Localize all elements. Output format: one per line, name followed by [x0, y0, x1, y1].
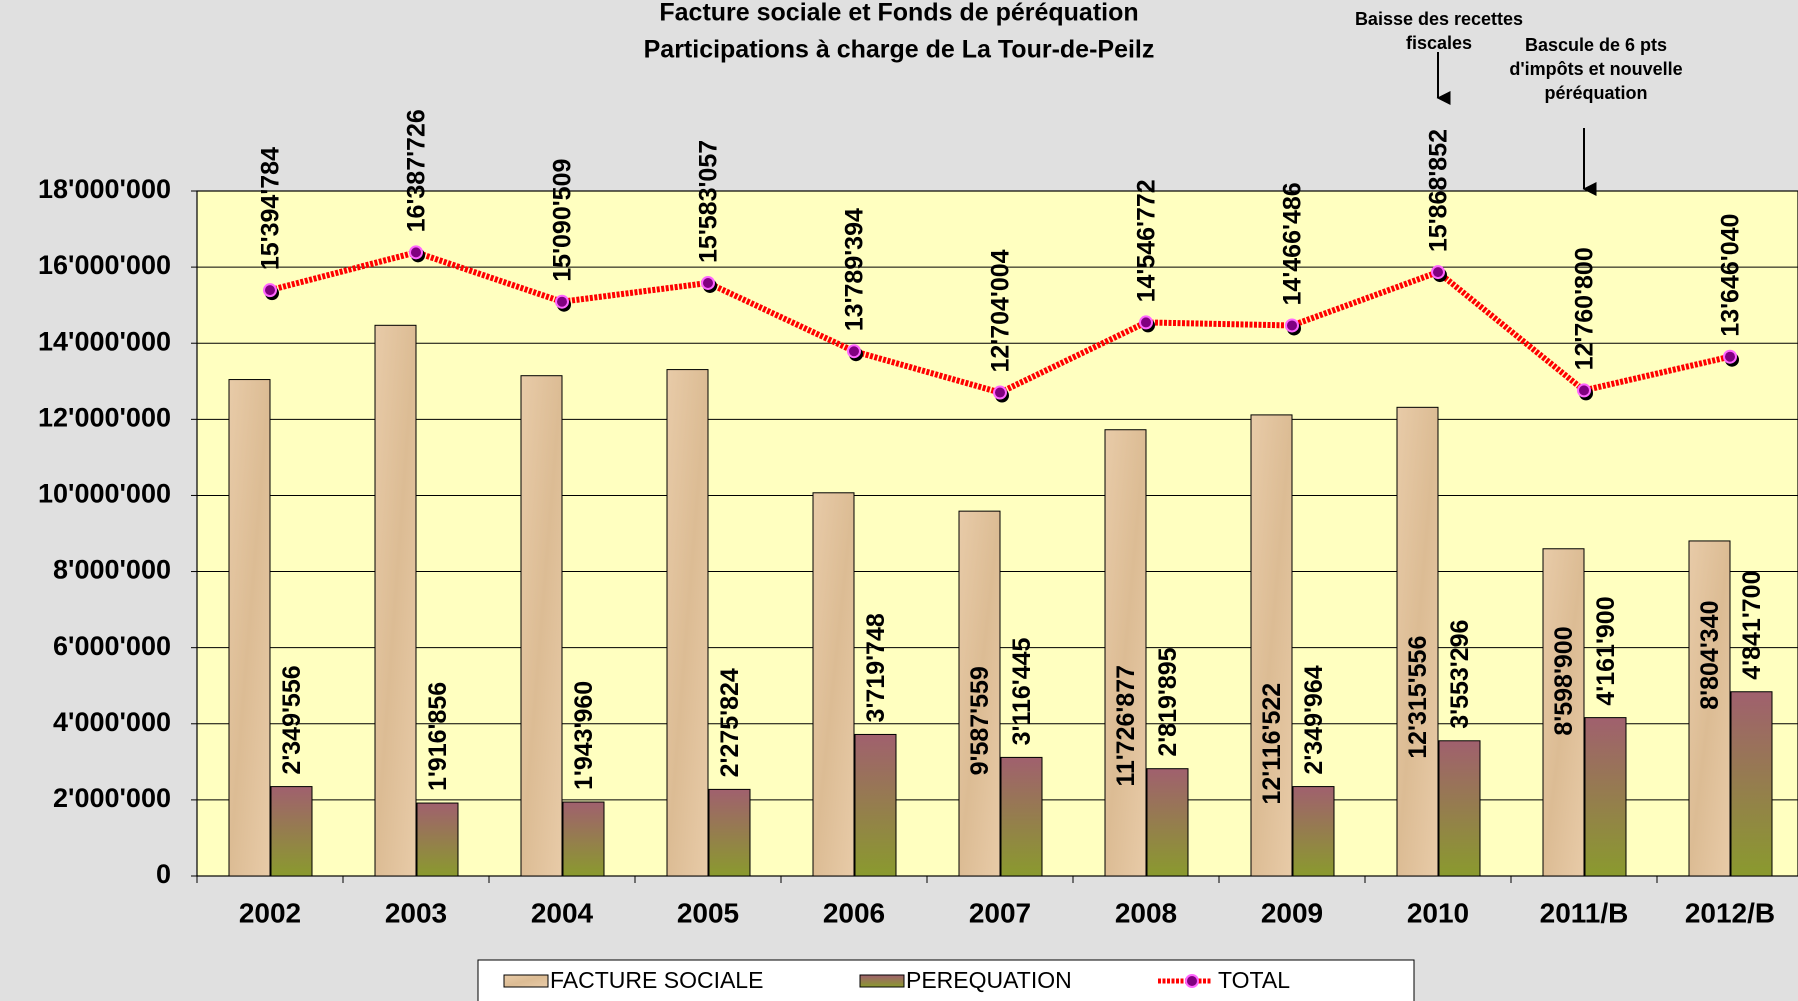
legend-label: TOTAL — [1218, 967, 1290, 993]
annotation: Bascule de 6 pts — [1525, 35, 1667, 55]
bar — [374, 324, 417, 877]
bar — [1688, 540, 1731, 877]
legend-marker — [1185, 974, 1199, 988]
line-value-label: 15'394'784 — [257, 147, 285, 270]
bar-value-label: 12'116'522 — [1258, 683, 1286, 805]
y-tick-label: 12'000'000 — [38, 402, 171, 432]
bar — [1000, 756, 1043, 877]
line-marker — [263, 283, 277, 298]
line-value-label: 14'546'772 — [1133, 179, 1161, 302]
line-marker — [701, 275, 715, 290]
bar — [1146, 768, 1189, 877]
bar — [958, 510, 1001, 877]
x-tick-label: 2011/B — [1540, 897, 1629, 928]
y-tick-label: 16'000'000 — [38, 250, 171, 280]
bar — [666, 369, 709, 877]
bar — [270, 786, 313, 877]
bar-value-label: 3'719'748 — [862, 613, 890, 722]
annotation: Baisse des recettes — [1355, 9, 1523, 29]
line-marker — [555, 294, 569, 309]
line-value-label: 15'090'509 — [549, 159, 577, 282]
bar — [520, 375, 563, 877]
legend-label: PEREQUATION — [906, 967, 1072, 993]
line-value-label: 12'704'004 — [987, 249, 1015, 372]
line-value-label: 16'387'726 — [403, 109, 431, 232]
line-marker — [993, 385, 1007, 400]
bar-value-label: 9'587'559 — [966, 666, 994, 775]
bar — [1104, 429, 1147, 877]
line-marker — [847, 344, 861, 359]
line-value-label: 15'583'057 — [695, 140, 723, 263]
bar-value-label: 4'841'700 — [1738, 571, 1766, 680]
bar-value-label: 8'598'900 — [1550, 626, 1578, 735]
bar-value-label: 2'275'824 — [716, 668, 744, 777]
bar — [854, 733, 897, 877]
legend-swatch — [503, 974, 549, 988]
y-tick-label: 8'000'000 — [53, 555, 171, 585]
y-tick-label: 14'000'000 — [38, 326, 171, 356]
bar — [228, 379, 271, 877]
bar-value-label: 3'553'296 — [1446, 620, 1474, 729]
x-tick-label: 2010 — [1407, 897, 1469, 928]
line-value-label: 15'868'852 — [1425, 129, 1453, 252]
bar — [1584, 717, 1627, 877]
annotation: péréquation — [1544, 83, 1647, 103]
y-tick-label: 18'000'000 — [38, 174, 171, 204]
line-value-label: 13'789'394 — [841, 208, 869, 331]
bar — [1292, 786, 1335, 877]
bar-value-label: 11'726'877 — [1112, 665, 1140, 787]
bar-value-label: 2'819'895 — [1154, 647, 1182, 756]
bar-value-label: 4'161'900 — [1592, 596, 1620, 705]
y-tick-label: 4'000'000 — [53, 707, 171, 737]
bar-value-label: 2'349'556 — [278, 665, 306, 774]
legend-swatch — [859, 974, 905, 988]
bar-value-label: 12'315'556 — [1404, 636, 1432, 759]
line-marker — [1285, 318, 1299, 333]
chart-subtitle: Participations à charge de La Tour-de-Pe… — [644, 36, 1155, 64]
bar — [1396, 406, 1439, 877]
bar-value-label: 3'116'445 — [1008, 637, 1036, 745]
line-value-label: 13'646'040 — [1717, 214, 1745, 337]
y-tick-label: 2'000'000 — [53, 783, 171, 813]
x-tick-label: 2002 — [239, 897, 301, 928]
line-marker — [1723, 349, 1737, 364]
legend-box — [477, 959, 1415, 1001]
x-tick-label: 2004 — [531, 897, 594, 928]
line-value-label: 14'466'486 — [1279, 182, 1307, 305]
bar-value-label: 2'349'964 — [1300, 665, 1328, 774]
x-tick-label: 2003 — [385, 897, 447, 928]
x-tick-label: 2006 — [823, 897, 885, 928]
chart-title: Facture sociale et Fonds de péréquation — [659, 0, 1138, 27]
bar-value-label: 1'916'856 — [424, 682, 452, 791]
y-tick-label: 6'000'000 — [53, 631, 171, 661]
bar — [1438, 740, 1481, 877]
bar-value-label: 1'943'960 — [570, 681, 598, 790]
bar — [416, 802, 459, 877]
annotation: fiscales — [1406, 33, 1472, 53]
bar — [1250, 414, 1293, 877]
line-marker — [1577, 383, 1591, 398]
bar — [708, 788, 751, 877]
legend-label: FACTURE SOCIALE — [550, 967, 763, 993]
line-marker — [1431, 265, 1445, 280]
line-value-label: 12'760'800 — [1571, 247, 1599, 370]
line-marker — [1139, 315, 1153, 330]
line-marker — [409, 245, 423, 260]
bar — [1542, 548, 1585, 877]
x-tick-label: 2012/B — [1685, 897, 1775, 928]
bar — [1730, 691, 1773, 877]
bar — [562, 801, 605, 877]
y-tick-label: 10'000'000 — [38, 479, 171, 509]
annotation: d'impôts et nouvelle — [1509, 59, 1682, 79]
x-tick-label: 2009 — [1261, 897, 1323, 928]
x-tick-label: 2005 — [677, 897, 739, 928]
x-tick-label: 2007 — [969, 897, 1031, 928]
y-tick-label: 0 — [156, 859, 171, 889]
x-tick-label: 2008 — [1115, 897, 1177, 928]
bar — [812, 492, 855, 877]
bar-value-label: 8'804'340 — [1696, 601, 1724, 710]
